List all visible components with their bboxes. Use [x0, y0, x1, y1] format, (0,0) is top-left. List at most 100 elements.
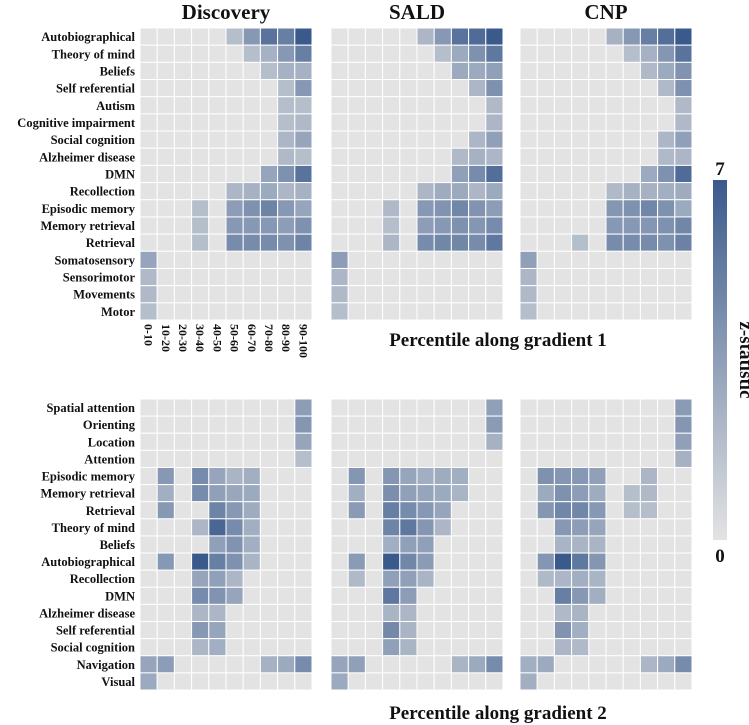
- row-label: Theory of mind: [52, 47, 135, 61]
- heatmap-cell: [468, 61, 487, 81]
- heatmap-cell: [519, 61, 538, 81]
- heatmap-cell: [156, 285, 175, 304]
- heatmap-cell: [450, 302, 470, 321]
- heatmap-cell: [208, 638, 227, 657]
- heatmap-cell: [674, 267, 693, 287]
- heatmap-cell: [191, 398, 210, 417]
- heatmap-cell: [485, 432, 504, 451]
- heatmap-cell: [225, 130, 244, 149]
- heatmap-cell: [553, 449, 573, 468]
- heatmap-cell: [657, 130, 676, 149]
- heatmap-cell: [485, 199, 504, 218]
- heatmap-cell: [605, 182, 624, 201]
- heatmap-cell: [416, 96, 435, 115]
- heatmap-cell: [450, 164, 470, 184]
- heatmap-cell: [347, 250, 366, 269]
- heatmap-cell: [173, 638, 193, 657]
- heatmap-cell: [225, 449, 244, 468]
- panel-title: Discovery: [182, 0, 271, 24]
- heatmap-cell: [416, 535, 435, 554]
- heatmap-cell: [553, 484, 573, 503]
- heatmap-cell: [468, 96, 487, 115]
- row-label: Alzheimer disease: [39, 150, 135, 164]
- heatmap-cell: [347, 61, 366, 81]
- heatmap-cell: [416, 432, 435, 451]
- row-label: Episodic memory: [42, 470, 136, 484]
- heatmap-cell: [277, 147, 296, 166]
- heatmap-cell: [485, 672, 504, 691]
- heatmap-cell: [399, 586, 418, 605]
- heatmap-cell: [277, 61, 296, 81]
- heatmap-cell: [259, 638, 279, 657]
- heatmap-cell: [242, 398, 261, 417]
- heatmap-cell: [191, 216, 210, 235]
- row-label: Motor: [101, 305, 135, 319]
- heatmap-cell: [639, 398, 659, 417]
- heatmap-cell: [450, 449, 470, 468]
- heatmap-cell: [605, 79, 624, 98]
- heatmap-cell: [536, 216, 555, 235]
- heatmap-cell: [242, 79, 261, 98]
- heatmap-cell: [330, 233, 349, 252]
- heatmap-cell: [191, 285, 210, 304]
- heatmap-cell: [433, 621, 452, 640]
- heatmap-cell: [399, 432, 418, 451]
- heatmap-cell: [519, 432, 538, 451]
- heatmap-cell: [330, 449, 349, 468]
- heatmap-cell: [639, 638, 659, 657]
- heatmap-cell: [553, 552, 573, 571]
- heatmap-cell: [571, 285, 590, 304]
- heatmap-cell: [519, 79, 538, 98]
- heatmap-cell: [674, 250, 693, 269]
- heatmap-cell: [156, 638, 175, 657]
- heatmap-cell: [657, 535, 676, 554]
- heatmap-cell: [468, 44, 487, 63]
- heatmap-cell: [294, 44, 313, 63]
- heatmap-cell: [450, 535, 470, 554]
- heatmap-cell: [364, 267, 384, 287]
- heatmap-cell: [347, 586, 366, 605]
- heatmap-cell: [468, 672, 487, 691]
- heatmap-cell: [588, 603, 607, 623]
- heatmap-cell: [536, 27, 555, 46]
- heatmap-cell: [399, 518, 418, 537]
- heatmap-cell: [657, 199, 676, 218]
- heatmap-cell: [364, 518, 384, 537]
- heatmap-cell: [605, 518, 624, 537]
- heatmap-cell: [347, 466, 366, 486]
- heatmap-cell: [259, 285, 279, 304]
- heatmap-cell: [191, 267, 210, 287]
- heatmap-cell: [622, 484, 641, 503]
- heatmap-cell: [277, 113, 296, 132]
- heatmap-cell: [674, 285, 693, 304]
- heatmap-cell: [225, 44, 244, 63]
- heatmap-cell: [468, 199, 487, 218]
- heatmap-cell: [416, 267, 435, 287]
- heatmap-cell: [553, 233, 573, 252]
- heatmap-cell: [450, 44, 470, 63]
- heatmap-cell: [259, 398, 279, 417]
- heatmap-cell: [208, 603, 227, 623]
- heatmap-cell: [364, 603, 384, 623]
- x-tick-label: 80-90: [279, 324, 293, 352]
- heatmap-cell: [571, 96, 590, 115]
- heatmap-cell: [674, 484, 693, 503]
- heatmap-cell: [294, 182, 313, 201]
- heatmap-cell: [657, 285, 676, 304]
- heatmap-cell: [605, 302, 624, 321]
- heatmap-cell: [622, 44, 641, 63]
- heatmap-cell: [173, 415, 193, 434]
- heatmap-cell: [173, 199, 193, 218]
- heatmap-cell: [674, 415, 693, 434]
- heatmap-cell: [536, 466, 555, 486]
- heatmap-cell: [450, 603, 470, 623]
- heatmap-cell: [588, 182, 607, 201]
- heatmap-cell: [639, 466, 659, 486]
- heatmap-cell: [639, 621, 659, 640]
- heatmap-cell: [242, 415, 261, 434]
- heatmap-cell: [485, 501, 504, 520]
- heatmap-cell: [622, 415, 641, 434]
- heatmap-cell: [399, 61, 418, 81]
- heatmap-cell: [347, 398, 366, 417]
- heatmap-cell: [433, 449, 452, 468]
